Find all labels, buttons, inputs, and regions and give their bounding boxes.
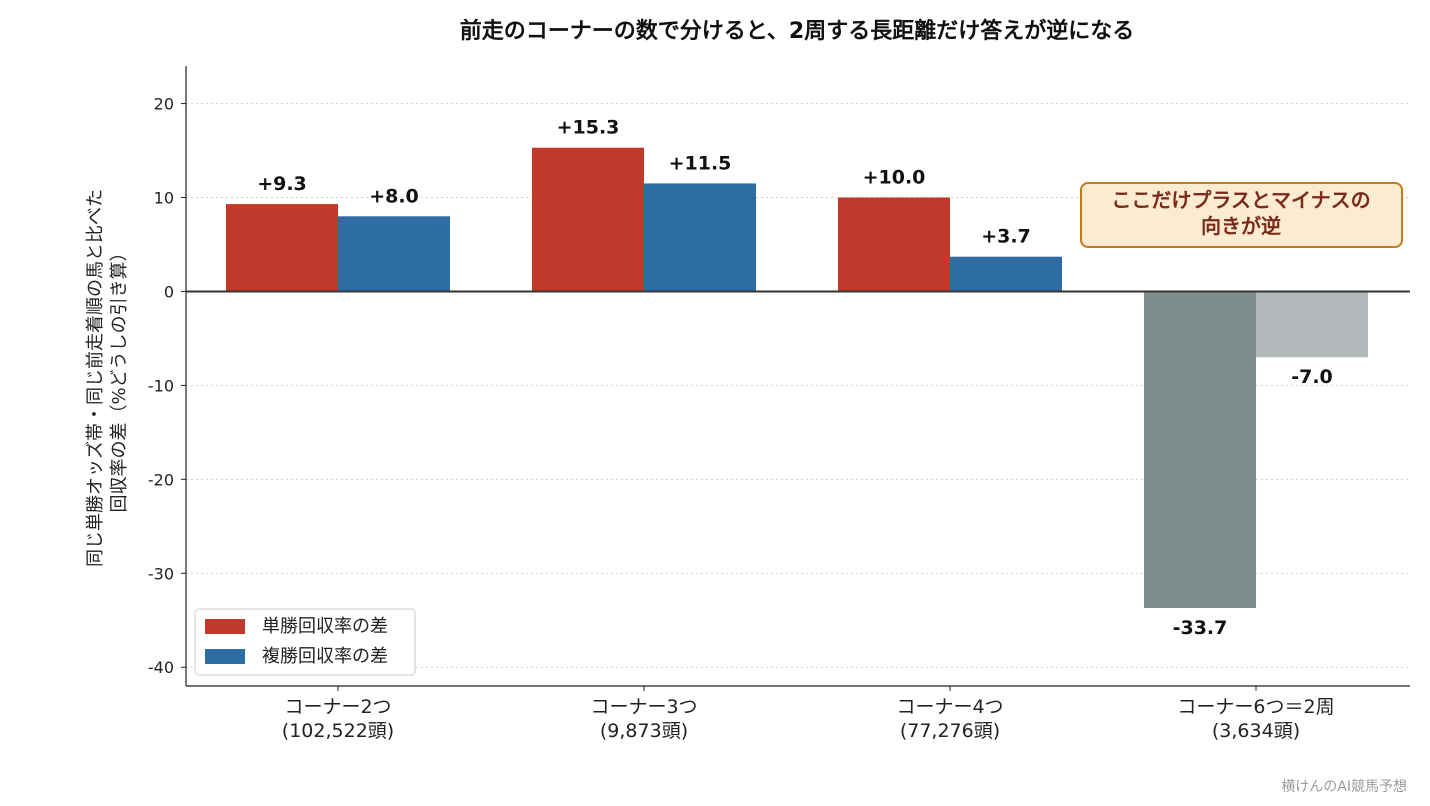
legend-label-place: 複勝回収率の差: [262, 646, 388, 667]
bar-place: [950, 256, 1062, 292]
bars: [226, 147, 1368, 609]
y-tick-label: 0: [164, 282, 174, 301]
y-tick-label: -40: [148, 658, 174, 677]
legend-swatch-win: [205, 619, 245, 634]
legend-swatch-place: [205, 649, 245, 664]
data-label: -7.0: [1291, 366, 1333, 388]
data-label: +10.0: [863, 167, 926, 189]
data-label: -33.7: [1173, 617, 1228, 639]
bar-place: [338, 216, 450, 292]
bar-win: [532, 147, 644, 292]
y-axis-ticks: 20 10 0 -10 -20 -30 -40: [148, 95, 186, 677]
x-tick-label: コーナー6つ＝2周: [1177, 696, 1334, 718]
x-axis-ticks: コーナー2つ(102,522頭) コーナー3つ(9,873頭) コーナー4つ(77,…: [282, 686, 1335, 742]
x-tick-label: (102,522頭): [282, 720, 394, 742]
data-label: +8.0: [369, 185, 419, 207]
y-tick-label: -10: [148, 376, 174, 395]
x-tick-label: (77,276頭): [900, 720, 1000, 742]
legend-label-win: 単勝回収率の差: [262, 616, 388, 637]
annotation-box: [1080, 182, 1403, 248]
data-label: +15.3: [557, 117, 620, 139]
data-label: +3.7: [981, 226, 1031, 248]
bar-place: [644, 183, 756, 292]
annotation-line-1: ここだけプラスとマイナスの: [1111, 188, 1370, 212]
annotation-callout: ここだけプラスとマイナスの 向きが逆: [1080, 182, 1403, 248]
credit-text: 横けんのAI競馬予想: [1281, 779, 1407, 795]
legend-box: [194, 608, 416, 676]
y-axis-label-line-2: 回収率の差（%どうしの引き算）: [109, 243, 130, 512]
x-tick-label: コーナー3つ: [590, 696, 697, 718]
y-axis-label: 同じ単勝オッズ帯・同じ前走着順の馬と比べた 回収率の差（%どうしの引き算）: [85, 189, 130, 567]
chart-title: 前走のコーナーの数で分けると、2周する長距離だけ答えが逆になる: [460, 18, 1134, 44]
y-axis-label-line-1: 同じ単勝オッズ帯・同じ前走着順の馬と比べた: [85, 189, 106, 567]
y-tick-label: -30: [148, 564, 174, 583]
x-tick-label: コーナー4つ: [896, 696, 1003, 718]
bar-win: [226, 204, 338, 292]
annotation-line-2: 向きが逆: [1201, 214, 1281, 238]
data-label: +11.5: [669, 152, 732, 174]
x-tick-label: (9,873頭): [600, 720, 688, 742]
y-tick-label: -20: [148, 470, 174, 489]
legend: 単勝回収率の差 複勝回収率の差: [194, 608, 416, 676]
y-tick-label: 10: [154, 189, 174, 208]
x-tick-label: コーナー2つ: [284, 696, 391, 718]
x-tick-label: (3,634頭): [1212, 720, 1300, 742]
data-labels: +9.3 +8.0 +15.3 +11.5 +10.0 +3.7 -33.7 -7.0: [257, 117, 1333, 639]
bar-win: [838, 197, 950, 292]
bar-place: [1256, 291, 1368, 358]
bar-win: [1144, 291, 1256, 609]
y-tick-label: 20: [154, 95, 174, 114]
data-label: +9.3: [257, 173, 307, 195]
